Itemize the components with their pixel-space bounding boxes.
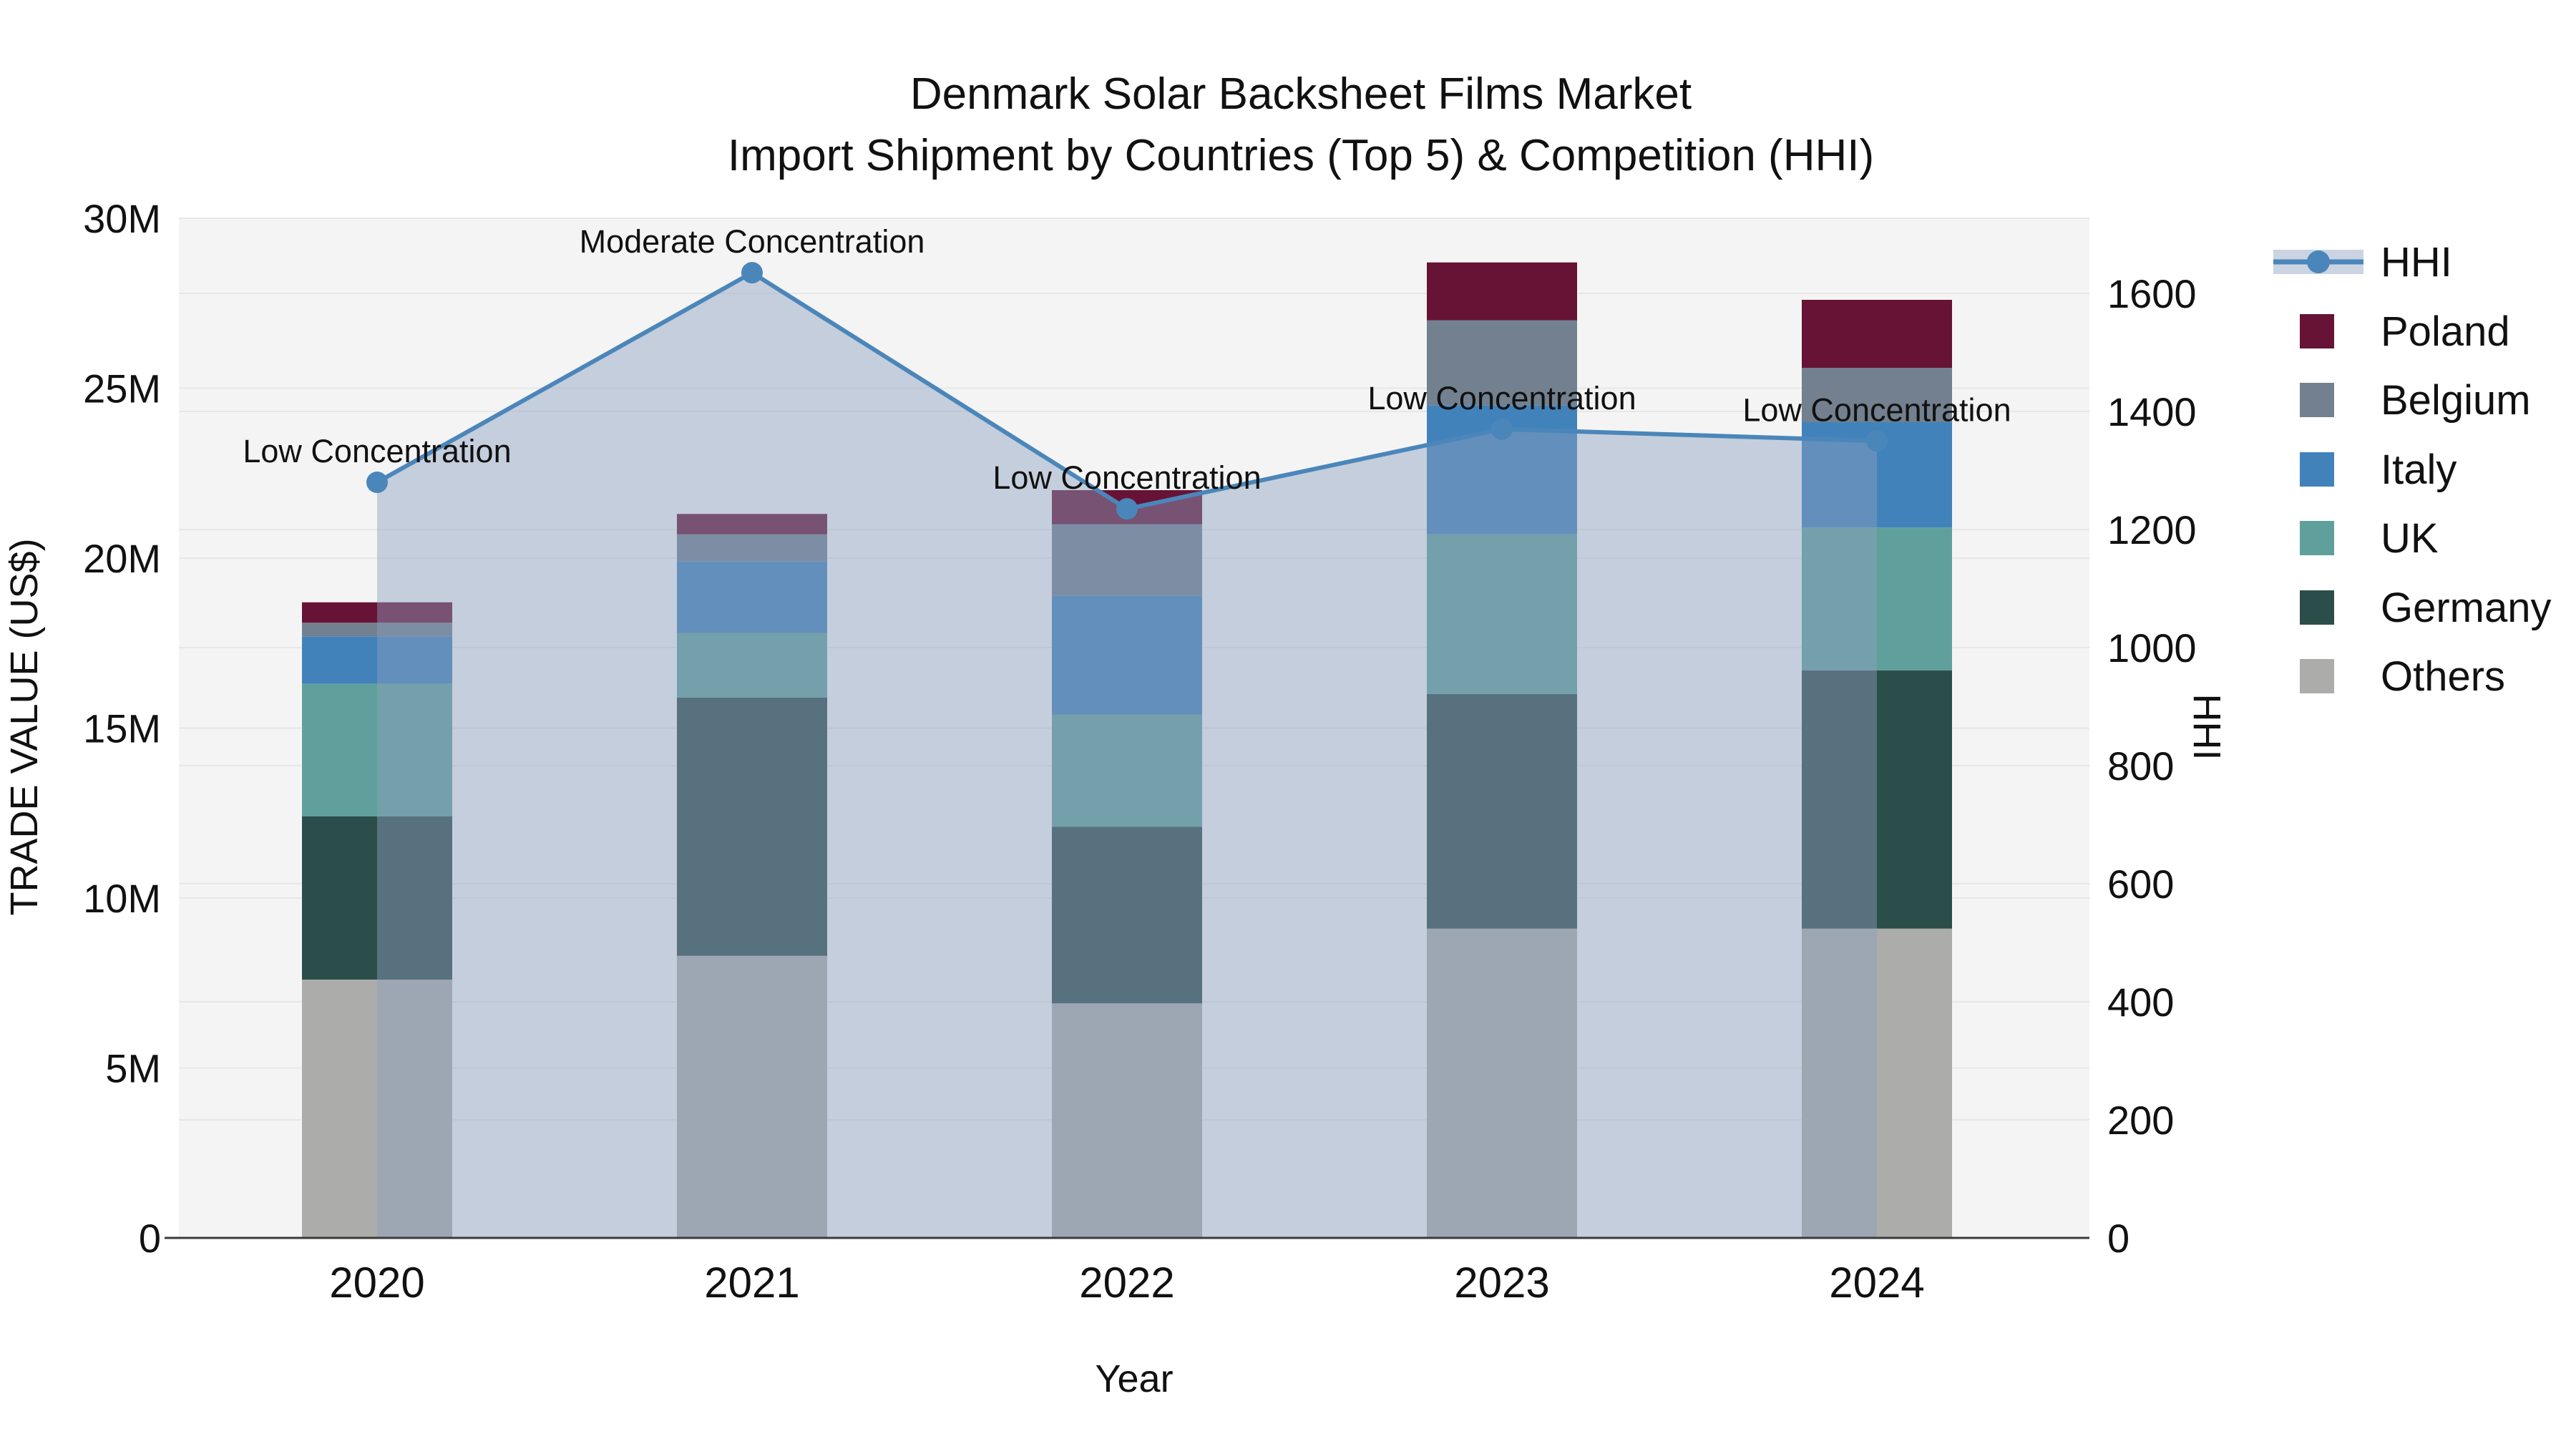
bar-segment-uk-2023[interactable]	[1427, 534, 1577, 694]
chart-title-line1: Denmark Solar Backsheet Films Market	[910, 69, 1692, 119]
bar-segment-uk-2020[interactable]	[302, 683, 452, 816]
legend-item-italy[interactable]: Italy	[2300, 447, 2457, 493]
bar-segment-others-2024[interactable]	[1802, 928, 1952, 1238]
bar-segment-italy-2020[interactable]	[302, 636, 452, 684]
annotation-2024: Low Concentration	[1742, 391, 2011, 428]
x-axis-tick-labels: 2020 2021 2022 2023 2024	[329, 1259, 1924, 1307]
right-tick-1600: 1600	[2107, 271, 2197, 316]
bar-segment-others-2022[interactable]	[1052, 1003, 1202, 1238]
hhi-marker-2024[interactable]	[1866, 430, 1888, 452]
right-axis-title: HHI	[2185, 694, 2228, 761]
legend-label-germany: Germany	[2381, 585, 2552, 631]
legend-item-uk[interactable]: UK	[2300, 515, 2439, 562]
left-axis-tick-labels: 0 5M 10M 15M 20M 25M 30M	[83, 196, 161, 1261]
x-tick-2020: 2020	[329, 1259, 424, 1307]
bar-segment-belgium-2020[interactable]	[302, 623, 452, 637]
bar-segment-uk-2024[interactable]	[1802, 527, 1952, 670]
bar-segment-germany-2020[interactable]	[302, 816, 452, 980]
bar-segment-uk-2021[interactable]	[677, 633, 827, 698]
left-tick-15M: 15M	[83, 706, 161, 751]
annotation-2023: Low Concentration	[1367, 380, 1636, 416]
legend-item-hhi[interactable]: HHI	[2273, 239, 2452, 286]
x-axis-title: Year	[1095, 1357, 1173, 1400]
bar-segment-belgium-2023[interactable]	[1427, 320, 1577, 406]
hhi-marker-2021[interactable]	[741, 262, 763, 284]
bar-segment-italy-2022[interactable]	[1052, 595, 1202, 715]
annotations: Low Concentration Moderate Concentration L…	[243, 223, 2011, 496]
right-tick-800: 800	[2107, 743, 2174, 789]
bar-segment-germany-2023[interactable]	[1427, 694, 1577, 929]
right-tick-1200: 1200	[2107, 507, 2197, 552]
bar-segment-others-2020[interactable]	[302, 980, 452, 1238]
x-tick-2022: 2022	[1079, 1259, 1174, 1307]
bar-segment-uk-2022[interactable]	[1052, 714, 1202, 827]
annotation-2022: Low Concentration	[992, 459, 1261, 496]
legend-label-belgium: Belgium	[2381, 377, 2531, 424]
legend-swatch-belgium	[2300, 383, 2334, 417]
right-tick-0: 0	[2107, 1216, 2129, 1261]
bar-segment-others-2021[interactable]	[677, 955, 827, 1238]
right-tick-400: 400	[2107, 980, 2174, 1025]
bar-segment-poland-2024[interactable]	[1802, 300, 1952, 368]
legend-label-hhi: HHI	[2381, 239, 2452, 286]
legend-label-uk: UK	[2381, 515, 2439, 562]
legend-swatch-others	[2300, 659, 2334, 693]
legend-swatch-poland	[2300, 314, 2334, 348]
bar-segment-germany-2022[interactable]	[1052, 826, 1202, 1004]
left-tick-25M: 25M	[83, 366, 161, 411]
bar-segment-germany-2021[interactable]	[677, 697, 827, 956]
bar-segment-italy-2021[interactable]	[677, 561, 827, 633]
stacked-bars	[302, 262, 1952, 1238]
bar-segment-poland-2023[interactable]	[1427, 262, 1577, 321]
right-tick-1400: 1400	[2107, 389, 2197, 434]
left-axis-title: TRADE VALUE (US$)	[3, 538, 46, 915]
legend-swatch-italy	[2300, 452, 2334, 487]
legend: HHI Poland Belgium Italy UK Germany Others	[2273, 239, 2552, 700]
legend-item-belgium[interactable]: Belgium	[2300, 377, 2531, 424]
bar-segment-poland-2020[interactable]	[302, 602, 452, 623]
hhi-marker-2022[interactable]	[1116, 498, 1138, 520]
legend-hhi-marker-icon	[2307, 250, 2330, 273]
bar-segment-belgium-2022[interactable]	[1052, 524, 1202, 596]
legend-swatch-germany	[2300, 590, 2334, 625]
bar-segment-poland-2021[interactable]	[677, 514, 827, 535]
x-tick-2024: 2024	[1829, 1259, 1924, 1307]
right-tick-1000: 1000	[2107, 625, 2197, 670]
left-tick-5M: 5M	[105, 1046, 161, 1091]
legend-label-others: Others	[2381, 653, 2505, 700]
bar-segment-germany-2024[interactable]	[1802, 670, 1952, 929]
annotation-2021: Moderate Concentration	[580, 223, 925, 260]
bar-segment-others-2023[interactable]	[1427, 928, 1577, 1238]
legend-item-poland[interactable]: Poland	[2300, 308, 2510, 355]
right-tick-600: 600	[2107, 862, 2174, 907]
hhi-area-fill	[377, 273, 1877, 1238]
hhi-marker-2020[interactable]	[366, 472, 388, 493]
left-tick-30M: 30M	[83, 196, 161, 241]
hhi-markers	[366, 262, 1888, 520]
legend-item-others[interactable]: Others	[2300, 653, 2505, 700]
right-axis-tick-labels: 0 200 400 600 800 1000 1200 1400 1600	[2107, 271, 2197, 1261]
right-tick-200: 200	[2107, 1098, 2174, 1143]
left-tick-10M: 10M	[83, 876, 161, 921]
x-tick-2023: 2023	[1454, 1259, 1549, 1307]
left-tick-20M: 20M	[83, 536, 161, 581]
chart-title-line2: Import Shipment by Countries (Top 5) & C…	[728, 131, 1874, 180]
bar-segment-belgium-2021[interactable]	[677, 534, 827, 562]
bar-segment-belgium-2024[interactable]	[1802, 368, 1952, 422]
left-tick-0: 0	[139, 1216, 161, 1261]
legend-swatch-uk	[2300, 521, 2334, 555]
legend-label-italy: Italy	[2381, 447, 2457, 493]
x-tick-2021: 2021	[704, 1259, 799, 1307]
hhi-marker-2023[interactable]	[1491, 418, 1513, 440]
legend-item-germany[interactable]: Germany	[2300, 585, 2552, 631]
legend-label-poland: Poland	[2381, 308, 2510, 355]
annotation-2020: Low Concentration	[243, 433, 511, 469]
